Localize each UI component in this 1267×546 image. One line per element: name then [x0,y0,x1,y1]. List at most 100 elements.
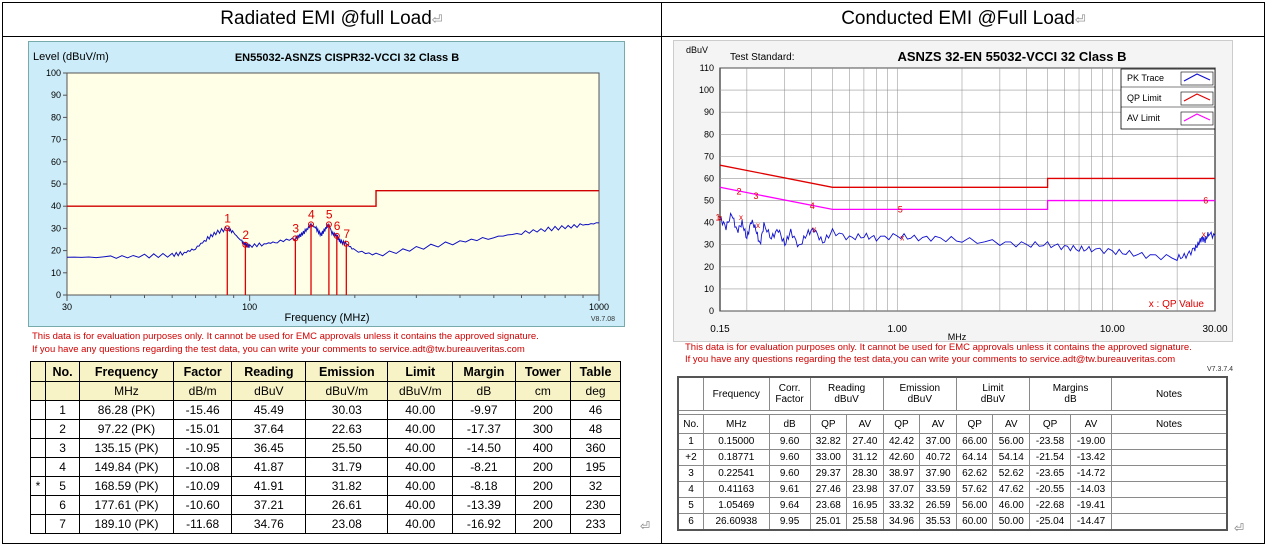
header-blank [677,376,704,411]
column-unit: dBuV/m [305,381,389,401]
row-flag [30,495,46,515]
qp-value-mark: x [718,213,722,222]
column-unit: cm [514,381,572,401]
column-unit [44,381,81,401]
y-tick-label: 0 [709,306,714,316]
table-row: * 5 168.59 (PK) -10.09 41.91 31.82 40.00 -8.18 2… [30,476,621,496]
y-axis-label: dBuV [686,45,708,55]
table-cell: 360 [570,438,621,458]
table-cell: 40.00 [387,476,454,496]
table-cell: 37.90 [919,465,957,482]
column-unit: dB [452,381,516,401]
table-row: 1 86.28 (PK) -15.46 45.49 30.03 40.00 -9.97 200… [30,400,621,420]
table-cell: 48 [570,419,621,439]
conducted-chart: 0 10 20 30 40 50 60 70 80 90 100 110 0.15 1.00 10.00 30… [686,45,1228,342]
column-subheader: AV [992,414,1031,434]
marker-label: 6 [334,219,341,233]
marker-label: 5 [898,204,903,214]
table-cell: 400 [514,438,572,458]
table-cell: -10.08 [172,457,233,477]
y-tick-label: 20 [51,246,61,256]
x-axis-label: MHz [948,332,967,342]
column-header: Table [570,361,621,382]
column-header: Factor [172,361,233,382]
column-header: Frequency [79,361,174,382]
table-cell: 23.98 [846,481,884,498]
header-star [30,361,46,382]
table-cell: -19.00 [1070,433,1112,450]
row-flag [30,438,46,458]
table-cell: -22.68 [1029,497,1072,514]
chart-version: V8.7.08 [591,316,615,323]
legend-swatch [1183,93,1211,102]
marker-label: 1 [224,211,231,225]
table-cell: 27.40 [846,433,884,450]
y-tick-label: 0 [56,290,61,300]
plot-area [66,72,600,296]
table-cell: 149.84 (PK) [79,457,174,477]
table-cell: 0.15000 [703,433,770,450]
y-tick-label: 10 [51,268,61,278]
qp-value-mark: x [900,233,904,242]
y-tick-label: 20 [704,262,714,272]
table-cell: -10.95 [172,438,233,458]
table-cell: 135.15 (PK) [79,438,174,458]
legend-swatch-box [1180,71,1214,86]
header-emission: Emission dBuV [882,376,957,411]
legend-swatch [1183,73,1211,82]
table-cell: -14.03 [1070,481,1112,498]
y-tick-label: 90 [704,107,714,117]
table-cell: 56.00 [955,497,994,514]
marker-point [343,240,350,247]
right-header: Conducted EMI @Full Load⏎ [662,4,1265,34]
table-cell: 40.00 [387,457,454,477]
header-star [30,381,46,401]
table-cell: 1 [44,400,81,420]
row-flag [30,514,46,534]
column-header: No. [44,361,81,382]
table-cell: 41.87 [231,457,307,477]
table-cell: 32.82 [809,433,848,450]
table-cell: 26.60938 [703,513,770,531]
legend-label: QP Limit [1127,93,1162,103]
table-cell: 9.64 [768,497,811,514]
column-subheader: No. [677,414,704,434]
table-cell: 3 [677,465,704,482]
conducted-disclaimer-2: If you have any questions regarding the … [685,354,1176,365]
table-cell: -8.18 [452,476,516,496]
marker-label: 4 [308,207,315,221]
table-cell: 60.00 [955,513,994,531]
row-flag [30,457,46,477]
column-header: Tower [514,361,572,382]
table-row: 5 1.05469 9.64 23.68 16.95 33.32 26.59 56.00 46.… [677,497,1228,514]
y-tick-label: 50 [704,196,714,206]
table-cell: 0.41163 [703,481,770,498]
table-cell: 35.53 [919,513,957,531]
table-cell [1111,481,1228,498]
table-cell: 40.00 [387,514,454,534]
table-cell: 2 [44,419,81,439]
column-unit: dB/m [172,381,233,401]
legend-label: AV Limit [1127,113,1160,123]
column-subheader: QP [955,414,994,434]
table-cell: 30.03 [305,400,389,420]
table-row: 1 0.15000 9.60 32.82 27.40 42.42 37.00 66.00 56.… [677,433,1228,450]
table-cell: 9.61 [768,481,811,498]
table-cell: 0.18771 [703,449,770,466]
table-cell: 233 [570,514,621,534]
qp-value-legend: x : QP Value [1149,299,1205,310]
table-cell: 31.12 [846,449,884,466]
table-row: 4 149.84 (PK) -10.08 41.87 31.79 40.00 -8.21 20… [30,457,621,477]
table-cell: 86.28 (PK) [79,400,174,420]
radiated-table-units-row: MHz dB/m dBuV dBuV/m dBuV/m dB cm deg [30,381,621,401]
table-cell: 45.49 [231,400,307,420]
column-subheader: AV [919,414,957,434]
table-cell: -10.09 [172,476,233,496]
table-cell: -14.47 [1070,513,1112,531]
marker-point [224,225,231,232]
table-cell: -20.55 [1029,481,1072,498]
table-row: 7 189.10 (PK) -11.68 34.76 23.08 40.00 -16.92 2… [30,514,621,534]
x-tick-label: 100 [242,302,257,312]
row-flag [30,419,46,439]
